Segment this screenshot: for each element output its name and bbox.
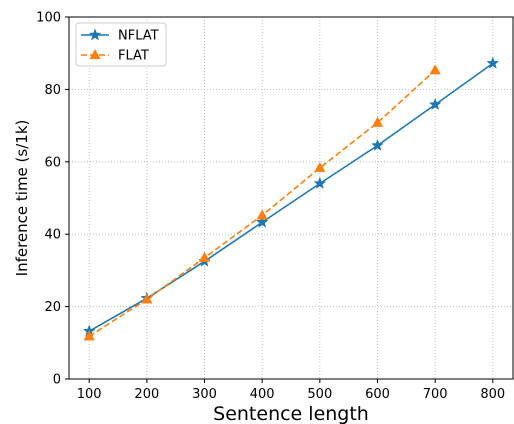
grid-lines — [69, 16, 513, 380]
data-point-flat — [141, 293, 153, 304]
data-point-nflat — [486, 56, 500, 69]
legend-label-flat: FLAT — [118, 49, 149, 64]
y-tick-label: 0 — [53, 373, 61, 388]
x-tick-label: 600 — [365, 387, 390, 402]
y-tick-label: 100 — [36, 11, 61, 26]
x-tick-label: 300 — [192, 387, 217, 402]
data-point-nflat — [255, 215, 269, 228]
data-point-nflat — [371, 138, 384, 151]
x-tick-label: 700 — [423, 387, 448, 402]
x-tick-label: 800 — [480, 387, 505, 402]
legend-label-nflat: NFLAT — [118, 29, 159, 44]
y-tick-label: 20 — [44, 300, 61, 315]
tick-labels: 100 200 300 400 500 600 700 800 0 20 40 60 80 100 — [36, 11, 505, 403]
data-point-flat — [429, 64, 441, 75]
legend: NFLAT FLAT — [75, 22, 167, 67]
y-tick-label: 60 — [44, 155, 61, 170]
x-tick-label: 500 — [307, 387, 332, 402]
x-tick-label: 200 — [134, 387, 159, 402]
y-axis-label: Inference time (s/1k) — [13, 120, 31, 277]
series-nflat — [82, 56, 500, 337]
legend-marker-flat — [89, 48, 101, 60]
data-point-flat — [371, 116, 384, 127]
series-flat — [83, 64, 441, 341]
y-tick-label: 40 — [44, 228, 61, 243]
data-point-flat — [83, 330, 95, 341]
data-point-nflat — [313, 176, 327, 189]
data-point-flat — [256, 209, 268, 220]
series-line-nflat — [88, 62, 494, 332]
x-tick-label: 400 — [250, 387, 275, 402]
data-point-flat — [198, 251, 211, 262]
series-layer — [82, 56, 500, 341]
x-tick-label: 100 — [77, 387, 102, 402]
legend-marker-nflat — [88, 28, 102, 41]
plot-frame — [68, 16, 514, 380]
x-axis-label: Sentence length — [213, 403, 369, 424]
data-point-nflat — [428, 97, 442, 111]
y-tick-label: 80 — [44, 83, 61, 98]
data-point-flat — [314, 161, 326, 173]
axes — [65, 16, 514, 383]
